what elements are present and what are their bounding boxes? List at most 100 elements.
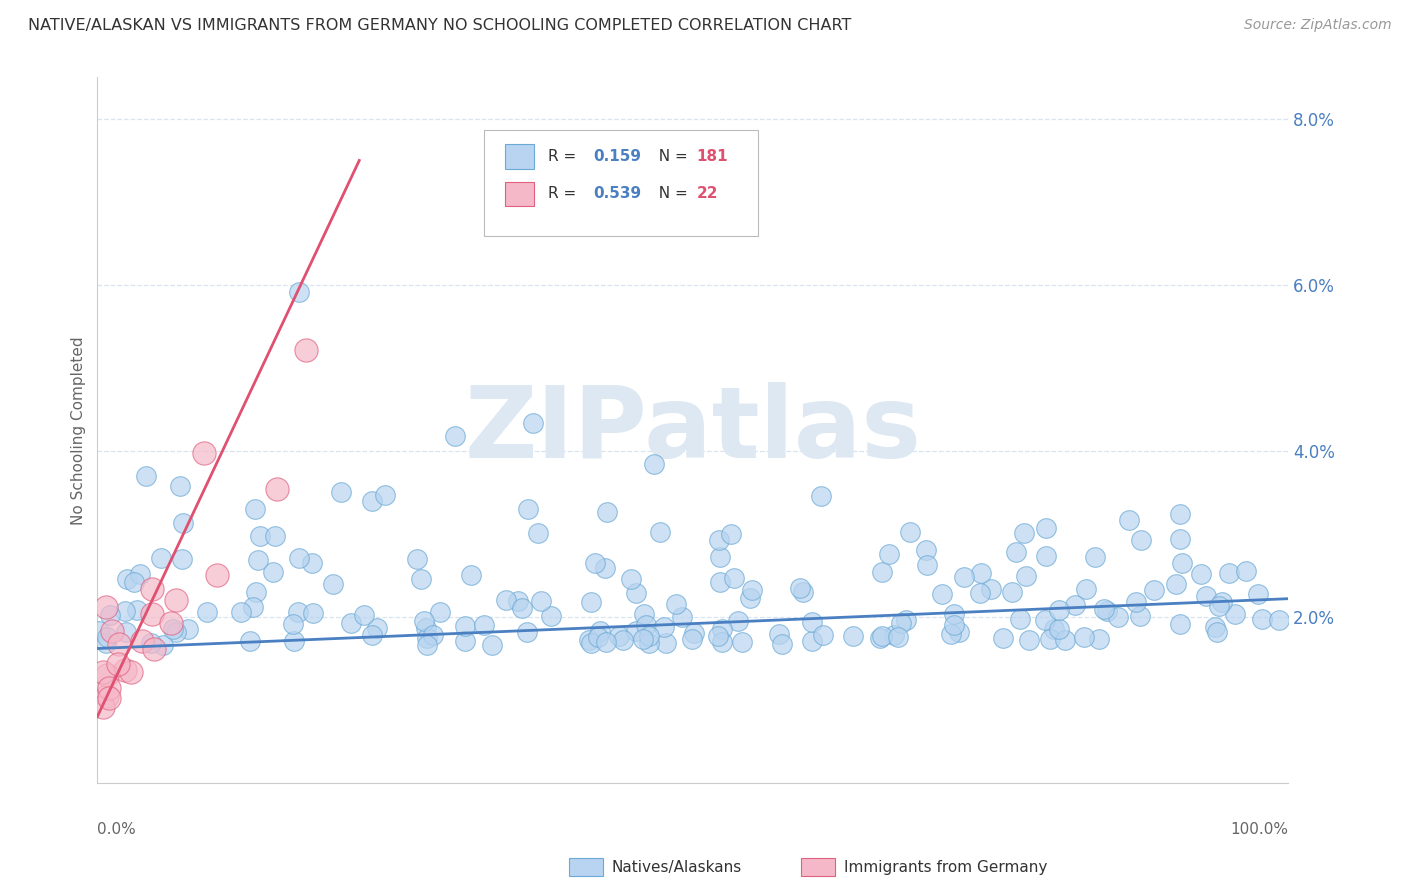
Point	[128, 566, 150, 581]
Point	[709, 575, 731, 590]
Point	[1204, 620, 1226, 634]
Point	[96, 630, 118, 644]
Point	[1076, 582, 1098, 596]
Point	[506, 593, 529, 607]
Text: 0.539: 0.539	[593, 186, 641, 202]
Point	[1035, 521, 1057, 535]
Point	[768, 626, 790, 640]
Point	[915, 558, 938, 572]
Point	[412, 614, 434, 628]
Point	[710, 623, 733, 637]
Point	[295, 343, 318, 358]
Point	[94, 636, 117, 650]
Point	[1043, 622, 1066, 636]
Point	[172, 551, 194, 566]
Point	[229, 605, 252, 619]
Point	[578, 632, 600, 647]
Point	[877, 547, 900, 561]
Point	[120, 665, 142, 679]
Point	[841, 629, 863, 643]
Point	[1168, 532, 1191, 546]
Point	[131, 634, 153, 648]
Point	[169, 479, 191, 493]
Bar	[505, 181, 534, 206]
Point	[165, 593, 187, 607]
Point	[249, 528, 271, 542]
Point	[149, 551, 172, 566]
Point	[98, 608, 121, 623]
Point	[127, 602, 149, 616]
Point	[1170, 556, 1192, 570]
Point	[980, 582, 1002, 597]
Text: 181: 181	[697, 149, 728, 164]
Point	[1088, 632, 1111, 646]
Point	[589, 624, 612, 639]
Point	[139, 636, 162, 650]
Point	[122, 575, 145, 590]
Point	[522, 416, 544, 430]
Point	[87, 624, 110, 639]
Point	[266, 482, 288, 496]
Text: Immigrants from Germany: Immigrants from Germany	[844, 860, 1047, 874]
Point	[454, 633, 477, 648]
Point	[1001, 585, 1024, 599]
Text: ZIPatlas: ZIPatlas	[464, 382, 921, 479]
Point	[648, 525, 671, 540]
Text: 0.159: 0.159	[593, 149, 641, 164]
Point	[581, 595, 603, 609]
Point	[1223, 607, 1246, 621]
Point	[1234, 564, 1257, 578]
Point	[115, 572, 138, 586]
Point	[740, 591, 762, 605]
Point	[416, 638, 439, 652]
Point	[322, 577, 344, 591]
Point	[894, 613, 917, 627]
Point	[1004, 544, 1026, 558]
Point	[1206, 625, 1229, 640]
Point	[634, 618, 657, 632]
Point	[620, 572, 643, 586]
Point	[800, 615, 823, 629]
Point	[415, 621, 437, 635]
Text: 0.0%: 0.0%	[97, 822, 136, 837]
Point	[942, 618, 965, 632]
Point	[633, 632, 655, 646]
Point	[422, 628, 444, 642]
Point	[723, 571, 745, 585]
Text: N =: N =	[650, 149, 693, 164]
Point	[801, 633, 824, 648]
Point	[991, 631, 1014, 645]
Text: 100.0%: 100.0%	[1230, 822, 1288, 837]
Point	[1247, 587, 1270, 601]
Point	[242, 599, 264, 614]
Point	[1008, 612, 1031, 626]
Text: 22: 22	[697, 186, 718, 202]
Point	[741, 582, 763, 597]
Point	[969, 566, 991, 580]
Point	[516, 625, 538, 640]
Text: N =: N =	[650, 186, 693, 202]
Point	[948, 625, 970, 640]
Point	[770, 637, 793, 651]
Point	[665, 597, 688, 611]
Point	[172, 516, 194, 530]
Point	[527, 526, 550, 541]
Point	[671, 610, 693, 624]
Point	[887, 631, 910, 645]
Point	[540, 608, 562, 623]
Point	[1189, 566, 1212, 581]
Point	[114, 604, 136, 618]
Point	[1064, 598, 1087, 612]
Text: R =: R =	[548, 186, 581, 202]
Point	[98, 691, 121, 706]
Point	[1250, 612, 1272, 626]
Point	[340, 615, 363, 630]
Y-axis label: No Schooling Completed: No Schooling Completed	[72, 336, 86, 524]
Point	[1107, 610, 1129, 624]
Point	[595, 505, 617, 519]
Point	[1015, 569, 1038, 583]
Point	[593, 561, 616, 575]
Point	[581, 635, 603, 649]
Point	[1125, 595, 1147, 609]
Text: NATIVE/ALASKAN VS IMMIGRANTS FROM GERMANY NO SCHOOLING COMPLETED CORRELATION CHA: NATIVE/ALASKAN VS IMMIGRANTS FROM GERMAN…	[28, 18, 852, 33]
